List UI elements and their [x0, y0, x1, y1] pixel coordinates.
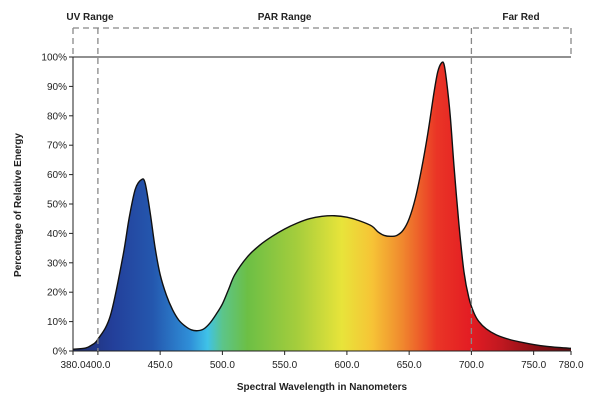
spectrum-outline — [72, 61, 572, 350]
y-tick-label: 70% — [47, 141, 67, 152]
range-label-1: UV Range — [66, 12, 114, 23]
ticks-layer: 0% 10% 20% 30% 40% 50% 60% 70% 80% 90% 100% 380.0 40… — [41, 53, 584, 372]
y-axis-title: Percentage of Relative Energy — [13, 133, 24, 277]
spectrum-area — [73, 62, 571, 351]
x-tick-label: 700.0 — [459, 360, 484, 371]
area-layer — [72, 61, 572, 351]
y-tick-label: 10% — [47, 317, 67, 328]
x-tick-label: 500.0 — [210, 360, 235, 371]
y-tick-label: 20% — [47, 288, 67, 299]
x-tick-label: 550.0 — [272, 360, 297, 371]
y-tick-label: 60% — [47, 170, 67, 181]
x-tick-label: 400.0 — [85, 360, 110, 371]
x-tick-label: 750.0 — [521, 360, 546, 371]
range-label-2: PAR Range — [258, 12, 312, 23]
y-tick-label: 50% — [47, 200, 67, 211]
x-tick-label: 450.0 — [148, 360, 173, 371]
y-tick-label: 90% — [47, 82, 67, 93]
y-tick-label: 40% — [47, 229, 67, 240]
y-tick-label: 0% — [53, 347, 68, 358]
x-tick-label: 780.0 — [558, 360, 583, 371]
range-label-3: Far Red — [502, 12, 539, 23]
y-tick-label: 100% — [41, 53, 67, 64]
x-axis-title: Spectral Wavelength in Nanometers — [237, 382, 408, 393]
y-tick-label: 30% — [47, 258, 67, 269]
ranges-layer: UV Range PAR Range Far Red — [66, 12, 572, 351]
x-tick-label: 650.0 — [397, 360, 422, 371]
y-tick-label: 80% — [47, 111, 67, 122]
x-tick-label: 600.0 — [334, 360, 359, 371]
x-tick-label: 380.0 — [60, 360, 85, 371]
